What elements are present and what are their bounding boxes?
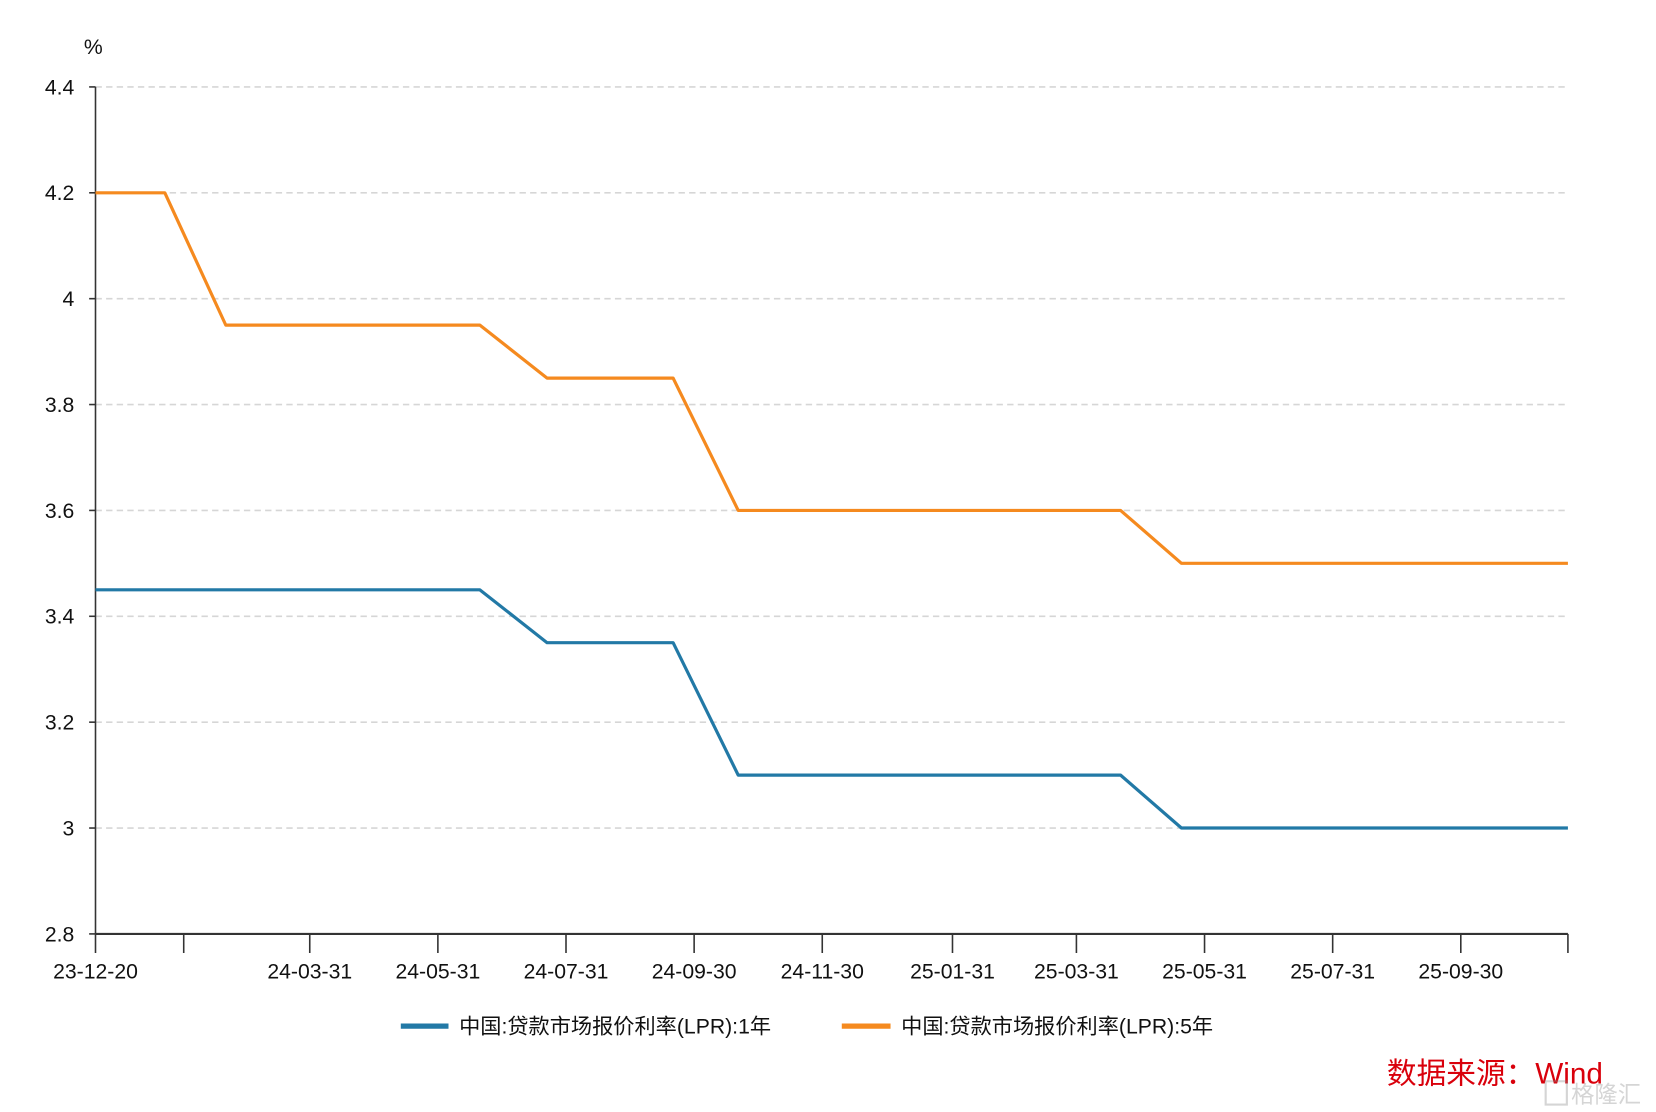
- x-axis: 23-12-20 24-03-31 24-05-31 24-07-31 24-09-30…: [53, 932, 1569, 983]
- y-tick-label: 3.2: [45, 712, 74, 735]
- x-tick-label: 25-03-31: [1034, 960, 1119, 983]
- y-tick-label: 4: [63, 288, 75, 311]
- y-tick-label: 3.8: [45, 394, 74, 417]
- gridlines: [95, 86, 1568, 829]
- x-tick-label: 24-09-30: [652, 960, 737, 983]
- series-line-1y: [95, 588, 1568, 830]
- legend-label-5y: 中国:贷款市场报价利率(LPR):5年: [901, 1015, 1213, 1039]
- x-tick-label: 25-05-31: [1162, 960, 1247, 983]
- legend: 中国:贷款市场报价利率(LPR):1年 中国:贷款市场报价利率(LPR):5年: [400, 1015, 1213, 1039]
- svg-text:格隆汇: 格隆汇: [1571, 1081, 1641, 1107]
- y-tick-label: 3: [63, 817, 75, 840]
- x-tick-label: 23-12-20: [53, 960, 138, 983]
- x-tick-label: 25-09-30: [1418, 960, 1503, 983]
- x-tick-label: 24-11-30: [781, 960, 864, 983]
- x-tick-label: 24-05-31: [395, 960, 480, 983]
- y-tick-label: 3.6: [45, 500, 74, 523]
- x-tick-label: 24-03-31: [267, 960, 352, 983]
- x-tick-label: 24-07-31: [524, 960, 609, 983]
- series-line-5y: [95, 191, 1568, 565]
- legend-label-1y: 中国:贷款市场报价利率(LPR):1年: [459, 1015, 771, 1039]
- series-lines: [95, 191, 1568, 830]
- y-axis-unit: %: [84, 36, 103, 59]
- watermark-logo: 格隆汇: [1544, 1080, 1641, 1107]
- y-tick-label: 3.4: [45, 606, 75, 629]
- y-axis: 2.8 3 3.2 3.4 3.6 3.8 4 4.2 4.4: [45, 76, 97, 946]
- y-tick-label: 4.2: [45, 182, 74, 205]
- x-tick-label: 25-07-31: [1290, 960, 1375, 983]
- x-tick-label: 25-01-31: [910, 960, 995, 983]
- y-tick-label: 2.8: [45, 923, 74, 946]
- data-source: 数据来源：Wind: [1387, 1057, 1603, 1090]
- y-tick-label: 4.4: [45, 76, 75, 99]
